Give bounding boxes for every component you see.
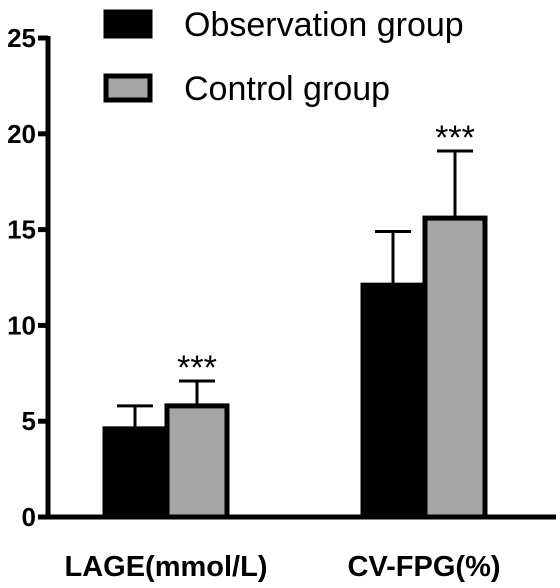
x-tick-label: CV-FPG(%) bbox=[347, 551, 500, 583]
bar bbox=[422, 215, 488, 520]
y-tick-label: 0 bbox=[22, 502, 36, 532]
legend-label: Observation group bbox=[184, 6, 464, 44]
legend: Observation group Control group bbox=[103, 6, 464, 108]
bar bbox=[360, 282, 426, 520]
bar bbox=[164, 403, 230, 520]
legend-swatch bbox=[103, 9, 153, 39]
legend-swatch bbox=[103, 73, 153, 103]
y-tick-label: 25 bbox=[7, 23, 36, 53]
significance-label: *** bbox=[177, 349, 217, 387]
y-tick-label: 20 bbox=[7, 119, 36, 149]
significance-label: *** bbox=[435, 119, 475, 157]
y-tick-label: 5 bbox=[22, 406, 36, 436]
bars: *** *** bbox=[102, 119, 488, 520]
x-tick-label: LAGE(mmol/L) bbox=[65, 551, 268, 583]
y-tick-label: 15 bbox=[7, 215, 36, 245]
y-tick-label: 10 bbox=[7, 310, 36, 340]
bar bbox=[102, 426, 168, 520]
legend-label: Control group bbox=[184, 70, 390, 108]
